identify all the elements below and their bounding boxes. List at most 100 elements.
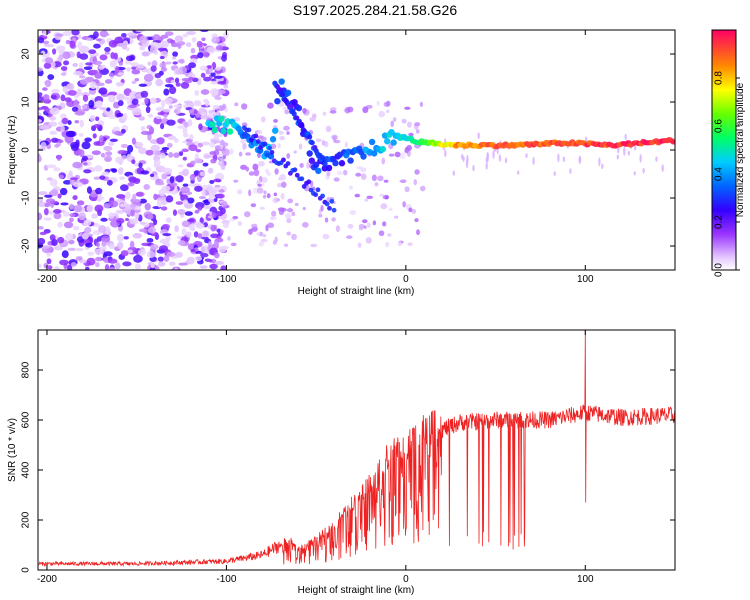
noise-blob: [263, 190, 267, 195]
noise-blob: [152, 34, 161, 42]
noise-blob: [84, 137, 92, 142]
noise-blob: [38, 212, 43, 221]
noise-blob: [120, 184, 129, 192]
noise-blob: [56, 154, 61, 161]
noise-blob: [138, 162, 143, 168]
noise-blob: [138, 116, 145, 121]
noise-blob: [326, 170, 331, 177]
noise-blob: [44, 79, 52, 88]
noise-blob: [325, 125, 332, 133]
noise-blob: [88, 100, 95, 109]
noise-blob: [43, 40, 50, 45]
noise-blob: [81, 155, 89, 161]
noise-blob: [182, 127, 188, 135]
signal-blob: [319, 154, 326, 161]
noise-blob: [38, 237, 46, 245]
signal-blob: [262, 141, 268, 147]
noise-blob: [378, 230, 385, 237]
noise-blob: [291, 233, 297, 241]
signal-blob: [368, 138, 376, 146]
noise-blob: [165, 217, 172, 224]
noise-blob: [408, 207, 413, 213]
noise-blob: [121, 42, 128, 50]
noise-blob: [67, 120, 72, 125]
noise-blob: [360, 173, 367, 181]
spectrogram-ytick-label: 20: [21, 48, 32, 60]
noise-blob: [177, 240, 186, 246]
noise-blob: [329, 110, 337, 114]
noise-blob: [207, 167, 214, 174]
noise-blob: [202, 98, 209, 103]
noise-blob: [197, 52, 204, 59]
noise-blob: [101, 240, 107, 247]
noise-blob: [94, 248, 104, 255]
noise-blob: [177, 125, 187, 129]
noise-blob: [383, 179, 389, 183]
noise-blob: [139, 198, 147, 204]
noise-blob: [414, 122, 421, 127]
noise-blob: [253, 169, 260, 177]
noise-blob: [203, 205, 211, 210]
noise-blob: [639, 154, 642, 163]
noise-blob: [178, 151, 184, 157]
noise-blob: [45, 44, 55, 48]
noise-blob: [153, 218, 158, 226]
noise-blob: [71, 30, 80, 36]
noise-blob: [633, 171, 636, 176]
signal-blob: [274, 97, 281, 105]
noise-blob: [125, 191, 131, 200]
noise-blob: [52, 48, 57, 55]
noise-blob: [286, 131, 290, 135]
noise-blob: [60, 202, 69, 206]
noise-blob: [93, 141, 101, 146]
noise-blob: [377, 175, 384, 182]
noise-blob: [40, 141, 47, 149]
noise-blob: [227, 236, 231, 241]
noise-blob: [94, 204, 104, 213]
noise-blob: [200, 246, 206, 253]
noise-blob: [83, 219, 92, 227]
noise-blob: [104, 46, 111, 53]
signal-blob: [313, 192, 319, 198]
spectrogram-ytick-label: 10: [21, 96, 32, 108]
noise-blob: [277, 143, 281, 149]
noise-blob: [114, 156, 124, 164]
noise-blob: [174, 107, 181, 115]
noise-blob: [84, 62, 93, 66]
noise-blob: [218, 246, 227, 253]
noise-blob: [213, 240, 219, 248]
noise-blob: [38, 37, 45, 44]
noise-blob: [283, 243, 289, 247]
signal-blob: [320, 193, 325, 199]
noise-blob: [381, 157, 386, 165]
noise-blob: [127, 144, 134, 153]
noise-blob: [211, 36, 220, 44]
noise-blob: [280, 193, 285, 200]
noise-blob: [126, 98, 132, 106]
noise-blob: [127, 249, 133, 254]
noise-blob: [209, 180, 215, 184]
noise-blob: [198, 123, 203, 131]
noise-blob: [272, 197, 279, 204]
noise-blob: [73, 71, 83, 76]
signal-blob: [279, 91, 286, 98]
noise-blob: [83, 169, 92, 174]
noise-blob: [150, 65, 157, 72]
noise-blob: [115, 66, 120, 74]
noise-blob: [175, 201, 184, 205]
noise-blob: [598, 157, 601, 167]
noise-blob: [408, 132, 414, 137]
noise-blob: [82, 94, 89, 102]
noise-blob: [215, 172, 225, 181]
noise-blob: [41, 245, 51, 249]
noise-blob: [123, 236, 129, 240]
noise-blob: [44, 107, 50, 112]
noise-blob: [186, 218, 195, 223]
noise-blob: [46, 164, 57, 169]
noise-blob: [222, 142, 229, 147]
noise-blob: [85, 266, 90, 270]
signal-blob: [379, 145, 387, 153]
noise-blob: [163, 88, 170, 96]
noise-blob: [335, 225, 341, 232]
noise-blob: [161, 223, 170, 230]
